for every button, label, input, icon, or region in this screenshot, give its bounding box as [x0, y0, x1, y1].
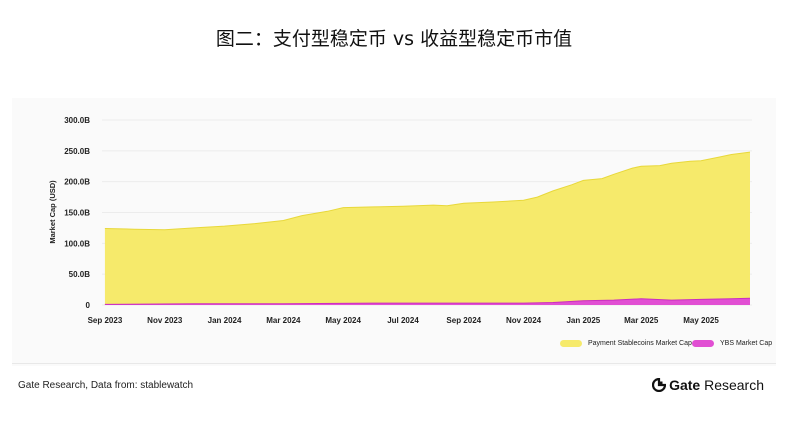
y-tick-label: 300.0B — [64, 116, 90, 125]
series-area-payment-line — [104, 151, 751, 231]
brand-logo: Gate Research — [652, 377, 764, 393]
y-tick-label: 100.0B — [64, 239, 90, 248]
y-tick-label: 50.0B — [69, 270, 91, 279]
x-tick-label: Jul 2024 — [387, 316, 419, 325]
x-tick-label: Jan 2025 — [566, 316, 600, 325]
series-area-payment — [104, 152, 750, 305]
gate-logo-icon — [652, 377, 667, 393]
source-note: Gate Research, Data from: stablewatch — [18, 380, 194, 391]
legend-item-payment: Payment Stablecoins Market Cap — [560, 340, 692, 347]
legend-label-ybs: YBS Market Cap — [720, 340, 773, 347]
legend-item-ybs: YBS Market Cap — [692, 340, 772, 347]
brand-name-bold: Gate — [669, 377, 701, 393]
x-tick-label: May 2024 — [325, 316, 361, 325]
y-tick-label: 250.0B — [64, 147, 90, 156]
x-tick-label: Sep 2024 — [446, 316, 481, 325]
y-tick-label: 0 — [86, 301, 91, 310]
footer-divider — [12, 363, 776, 364]
x-tick-label: May 2025 — [683, 316, 719, 325]
series-area-ybs-line — [104, 297, 751, 305]
legend-label-payment: Payment Stablecoins Market Cap — [588, 340, 692, 347]
x-tick-label: Sep 2023 — [88, 316, 123, 325]
y-tick-label: 200.0B — [64, 178, 90, 187]
series-area-ybs — [104, 298, 750, 305]
brand-name-rest: Research — [700, 377, 764, 393]
y-axis-label: Market Cap (USD) — [48, 180, 57, 244]
x-tick-label: Jan 2024 — [208, 316, 242, 325]
x-tick-label: Nov 2023 — [147, 316, 183, 325]
chart-title: 图二：支付型稳定币 vs 收益型稳定币市值 — [215, 28, 573, 50]
legend-swatch-ybs — [692, 340, 714, 347]
x-tick-label: Nov 2024 — [506, 316, 542, 325]
x-tick-label: Mar 2025 — [624, 316, 659, 325]
y-tick-label: 150.0B — [64, 209, 90, 218]
x-tick-label: Mar 2024 — [266, 316, 301, 325]
legend-swatch-payment — [560, 340, 582, 347]
